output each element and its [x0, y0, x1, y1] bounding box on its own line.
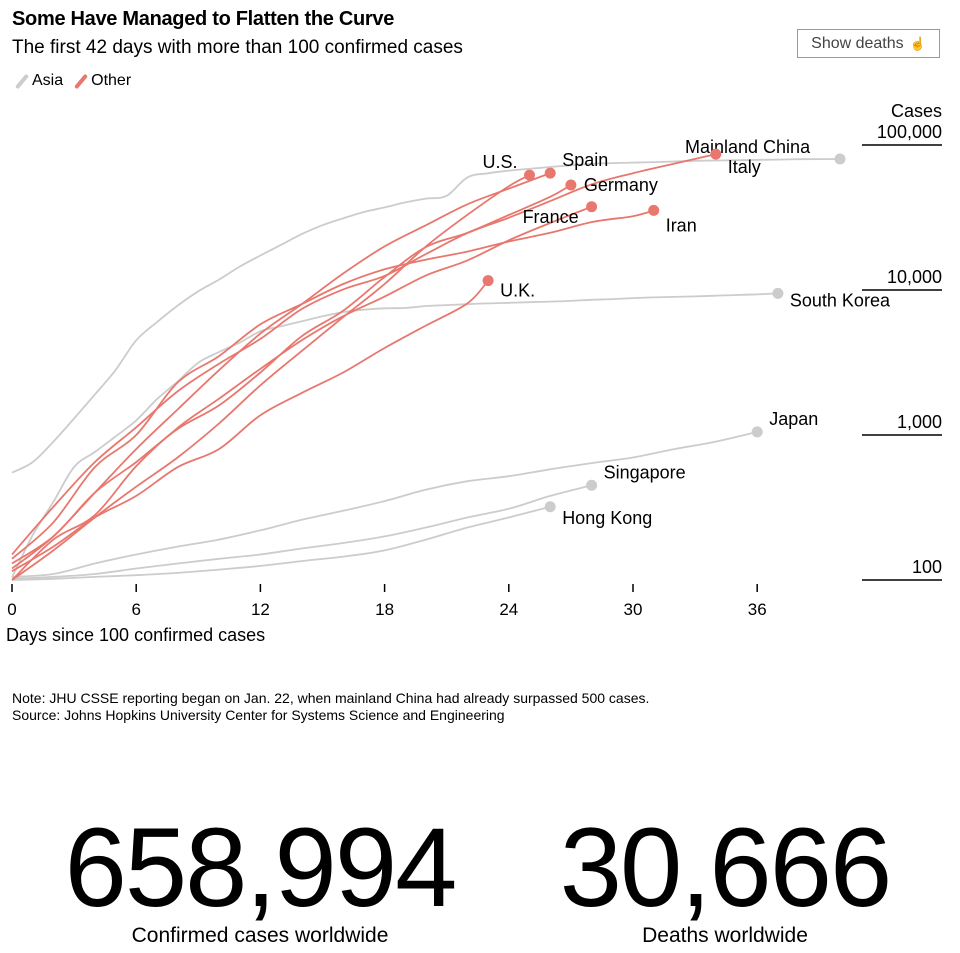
series-label-mainland-china: Mainland China [685, 137, 811, 157]
series-line-u-k [11, 280, 489, 572]
show-deaths-label: Show deaths [811, 34, 904, 52]
cases-label: Confirmed cases worldwide [131, 924, 389, 947]
series-line-italy [11, 153, 717, 556]
series-line-mainland-china [11, 158, 841, 474]
series-label-hong-kong: Hong Kong [562, 508, 652, 528]
legend-label-other: Other [91, 72, 132, 89]
legend-label-asia: Asia [32, 72, 64, 89]
x-tick-label-18: 18 [375, 600, 394, 619]
series-label-south-korea: South Korea [790, 290, 891, 310]
series-line-singapore [11, 484, 592, 580]
series-endpoint-hong-kong [544, 501, 556, 513]
series-label-japan: Japan [769, 409, 818, 429]
series-line-south-korea [11, 292, 778, 578]
legend-item-asia: Asia [15, 72, 64, 90]
series-endpoint-u-k [482, 275, 494, 287]
legend-swatch-asia [15, 73, 29, 89]
legend-swatch-other [74, 73, 89, 89]
series-label-u-s: U.S. [482, 152, 517, 172]
x-axis-label: Days since 100 confirmed cases [6, 625, 265, 645]
series-label-iran: Iran [666, 215, 697, 235]
series-endpoint-italy [710, 148, 722, 160]
y-tick-label-1000: 1,000 [897, 412, 942, 432]
deaths-count: 30,666 [559, 805, 893, 930]
x-tick-label-36: 36 [748, 600, 767, 619]
series-label-u-k: U.K. [500, 281, 535, 301]
note-text: Note: JHU CSSE reporting began on Jan. 2… [12, 690, 650, 706]
show-deaths-button[interactable]: Show deaths ☝ [797, 29, 940, 58]
x-tick-label-0: 0 [7, 600, 16, 619]
series-line-japan [11, 431, 758, 578]
cases-stat: 658,994 Confirmed cases worldwide [30, 812, 490, 948]
chart-title: Some Have Managed to Flatten the Curve [12, 8, 395, 30]
series-endpoint-spain [544, 167, 556, 179]
series-line-hong-kong [11, 505, 551, 581]
series-endpoint-iran [648, 204, 660, 216]
source-text: Source: Johns Hopkins University Center … [12, 707, 505, 723]
deaths-stat: 30,666 Deaths worldwide [500, 812, 950, 948]
x-tick-label-30: 30 [624, 600, 643, 619]
x-tick-label-12: 12 [251, 600, 270, 619]
cases-count: 658,994 [64, 805, 458, 930]
series-endpoint-germany [565, 179, 577, 191]
series-endpoint-mainland-china [834, 153, 846, 165]
x-tick-label-6: 6 [131, 600, 140, 619]
legend-item-other: Other [74, 72, 132, 90]
y-axis-label: Cases [891, 101, 942, 121]
y-tick-label-100: 100 [912, 557, 942, 577]
series-line-france [11, 205, 592, 581]
series-label-singapore: Singapore [604, 462, 686, 482]
series-line-iran [11, 209, 654, 560]
chart-subtitle: The first 42 days with more than 100 con… [12, 37, 463, 58]
series-label-spain: Spain [562, 150, 608, 170]
pointer-hand-icon: ☝ [909, 35, 926, 51]
deaths-label: Deaths worldwide [642, 924, 808, 947]
series-label-france: France [523, 207, 579, 227]
series-endpoint-japan [751, 426, 763, 438]
series-endpoint-u-s [524, 169, 535, 181]
series-line-germany [11, 184, 572, 565]
chart-note: Note: JHU CSSE reporting began on Jan. 2… [12, 690, 649, 724]
y-tick-label-10000: 10,000 [887, 267, 942, 287]
series-endpoint-south-korea [772, 287, 784, 299]
legend: Asia Other [15, 72, 132, 90]
series-label-germany: Germany [584, 175, 658, 195]
series-endpoint-france [586, 201, 598, 213]
series-endpoint-singapore [586, 479, 598, 491]
series-label-italy: Italy [728, 157, 761, 177]
y-tick-label-100000: 100,000 [877, 122, 942, 142]
x-tick-label-24: 24 [499, 600, 518, 619]
